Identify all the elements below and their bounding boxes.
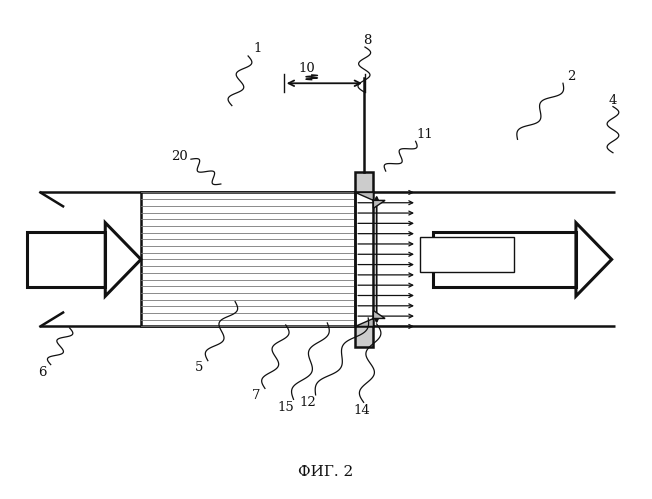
Text: 12: 12: [299, 396, 316, 409]
Polygon shape: [576, 223, 612, 296]
Text: 7: 7: [252, 389, 261, 402]
Text: 2: 2: [567, 70, 576, 83]
Polygon shape: [355, 310, 385, 326]
Text: 10: 10: [298, 62, 315, 75]
Bar: [141, 193, 355, 326]
Text: 14: 14: [353, 404, 370, 417]
Polygon shape: [355, 193, 385, 208]
Text: 1: 1: [254, 42, 262, 55]
Text: ФИГ. 2: ФИГ. 2: [299, 465, 353, 479]
Text: 5: 5: [195, 361, 203, 374]
Bar: [420, 237, 514, 272]
Bar: [355, 326, 374, 347]
Polygon shape: [105, 223, 141, 296]
Text: 8: 8: [363, 33, 371, 46]
Text: 6: 6: [38, 366, 46, 379]
Text: 4: 4: [609, 94, 617, 107]
Text: 15: 15: [277, 401, 294, 414]
Text: 20: 20: [171, 150, 188, 163]
Bar: [355, 172, 374, 193]
Bar: [27, 232, 105, 287]
Bar: [433, 232, 576, 287]
Text: 11: 11: [417, 128, 433, 141]
